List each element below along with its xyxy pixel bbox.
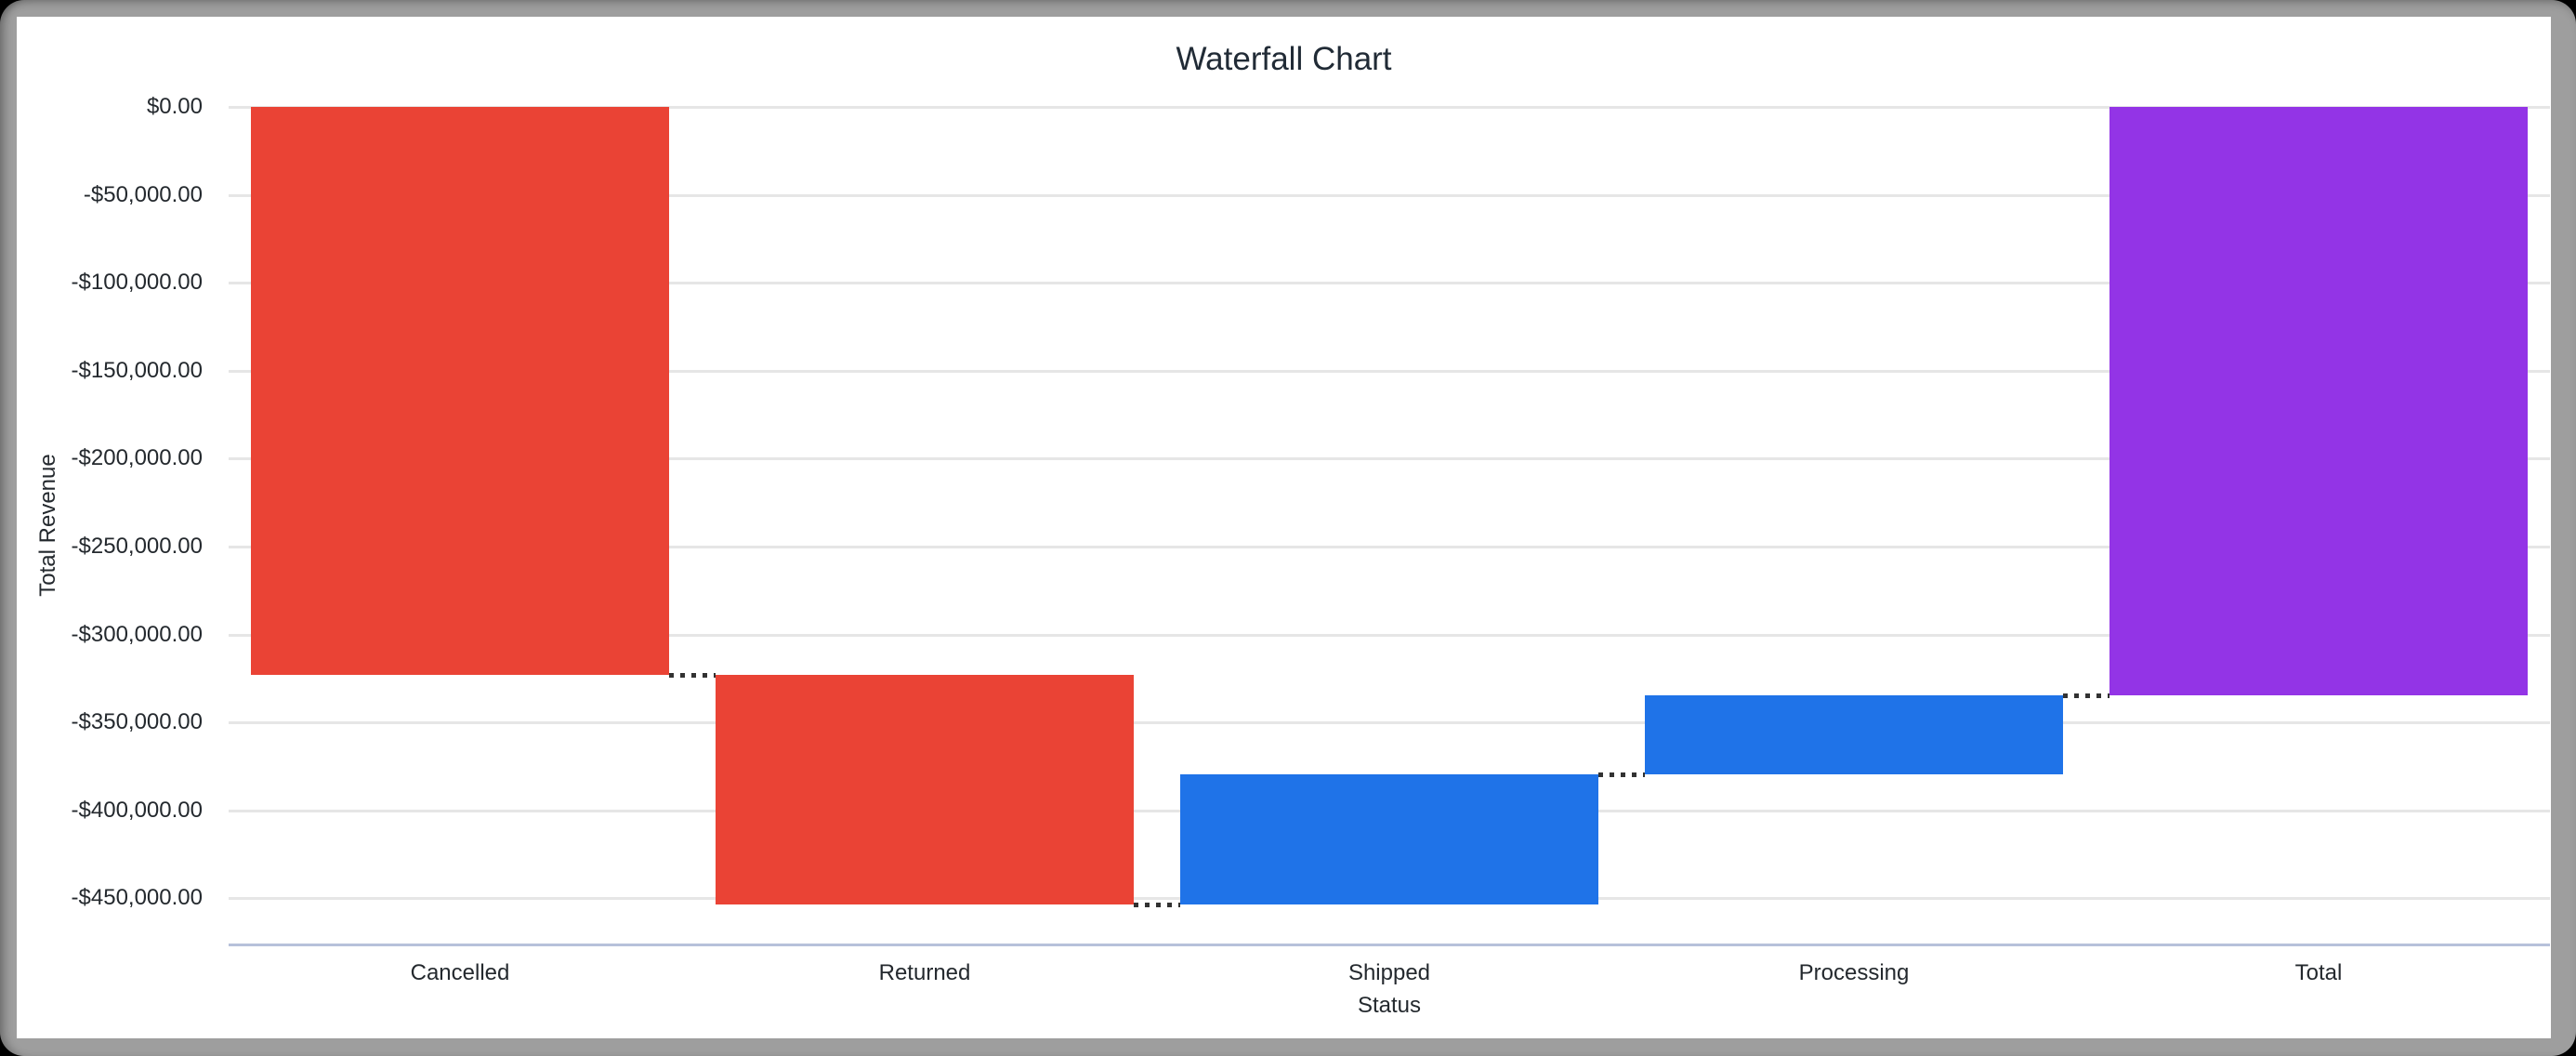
- bar-returned[interactable]: [716, 674, 1134, 905]
- y-tick-label: -$50,000.00: [83, 181, 203, 207]
- bar-processing[interactable]: [1645, 695, 2063, 774]
- bar-shipped[interactable]: [1180, 774, 1598, 905]
- gridline: [229, 106, 2550, 109]
- gridline: [229, 457, 2550, 461]
- x-tick-label: Processing: [1798, 960, 1910, 985]
- y-axis-title: Total Revenue: [35, 454, 60, 597]
- gridline: [229, 369, 2550, 373]
- gridline: [229, 546, 2550, 548]
- y-tick-label: -$450,000.00: [71, 885, 203, 911]
- chart-surface: Waterfall Chart Total Revenue $0.00 -$50,…: [17, 17, 2551, 1038]
- connector-dotted: [1134, 903, 1180, 908]
- y-tick-label: -$350,000.00: [71, 709, 203, 735]
- y-tick-label: -$150,000.00: [71, 357, 203, 383]
- connector-dotted: [669, 672, 716, 678]
- x-axis-line: [229, 944, 2550, 946]
- gridline: [229, 633, 2550, 637]
- bar-total[interactable]: [2109, 107, 2528, 696]
- y-tick-label: $0.00: [146, 94, 203, 119]
- bar-cancelled[interactable]: [251, 107, 669, 675]
- y-tick-label: -$400,000.00: [71, 797, 203, 823]
- connector-dotted: [1598, 772, 1645, 777]
- chart-title: Waterfall Chart: [1176, 41, 1392, 77]
- x-tick-label: Returned: [878, 960, 971, 985]
- y-tick-label: -$100,000.00: [71, 270, 203, 296]
- y-tick-label: -$300,000.00: [71, 621, 203, 647]
- gridline: [229, 721, 2550, 725]
- connector-dotted: [2063, 693, 2109, 699]
- y-tick-label: -$250,000.00: [71, 534, 203, 559]
- x-tick-label: Shipped: [1347, 960, 1431, 985]
- x-axis-title: Status: [1357, 993, 1422, 1018]
- gridline: [229, 193, 2550, 197]
- x-tick-label: Cancelled: [410, 960, 510, 985]
- x-tick-label: Total: [2294, 960, 2343, 985]
- gridline: [229, 282, 2550, 285]
- y-tick-label: -$200,000.00: [71, 445, 203, 471]
